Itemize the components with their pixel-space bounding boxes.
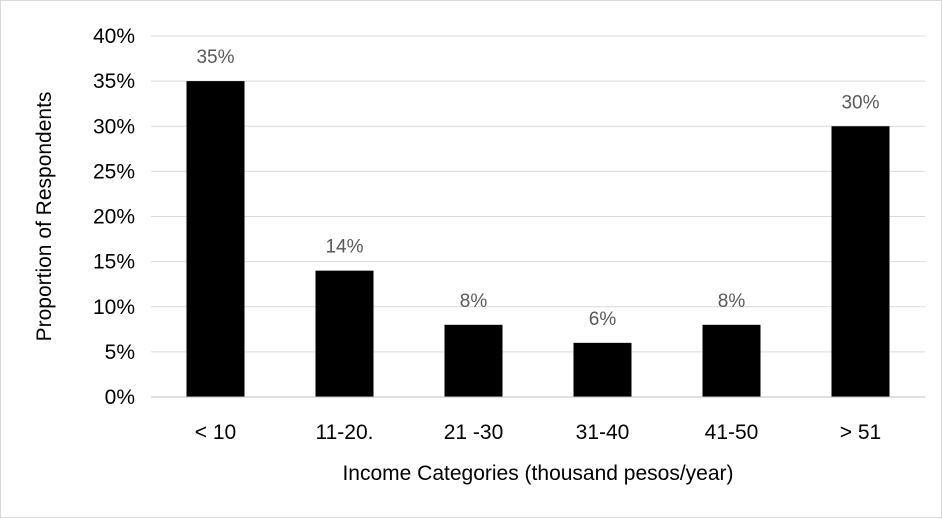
y-axis-ticks: 0% 5% 10% 15% 20% 25% 30% 35% 40% xyxy=(93,25,135,409)
data-label: 35% xyxy=(196,47,234,68)
bar xyxy=(831,126,890,397)
bar xyxy=(315,270,374,397)
data-label: 14% xyxy=(325,237,363,258)
data-label: 8% xyxy=(718,291,746,312)
bar xyxy=(444,324,503,397)
x-tick-label: 21 -30 xyxy=(444,421,504,444)
bar xyxy=(573,342,632,397)
y-tick-label: 35% xyxy=(93,70,135,93)
data-label: 30% xyxy=(841,92,879,113)
y-tick-label: 10% xyxy=(93,296,135,319)
y-tick-label: 30% xyxy=(93,115,135,138)
y-tick-label: 25% xyxy=(93,160,135,183)
bar xyxy=(702,324,761,397)
x-axis-ticks: < 10 11-20. 21 -30 31-40 41-50 > 51 xyxy=(195,421,881,444)
x-tick-label: > 51 xyxy=(840,421,881,444)
y-axis-title: Proportion of Respondents xyxy=(33,92,56,342)
y-tick-label: 5% xyxy=(105,341,135,364)
data-label: 8% xyxy=(460,291,488,312)
y-tick-label: 40% xyxy=(93,25,135,48)
y-tick-label: 0% xyxy=(105,386,135,409)
bar xyxy=(186,81,245,397)
x-tick-label: 41-50 xyxy=(705,421,759,444)
x-axis-title: Income Categories (thousand pesos/year) xyxy=(342,462,733,485)
x-tick-label: 31-40 xyxy=(576,421,630,444)
bars xyxy=(186,81,890,397)
gridlines xyxy=(151,35,925,353)
data-label: 6% xyxy=(589,309,617,330)
x-tick-label: < 10 xyxy=(195,421,236,444)
y-tick-label: 20% xyxy=(93,206,135,229)
data-labels: 35% 14% 8% 6% 8% 30% xyxy=(196,47,879,330)
y-tick-label: 15% xyxy=(93,251,135,274)
x-tick-label: 11-20. xyxy=(316,421,374,444)
